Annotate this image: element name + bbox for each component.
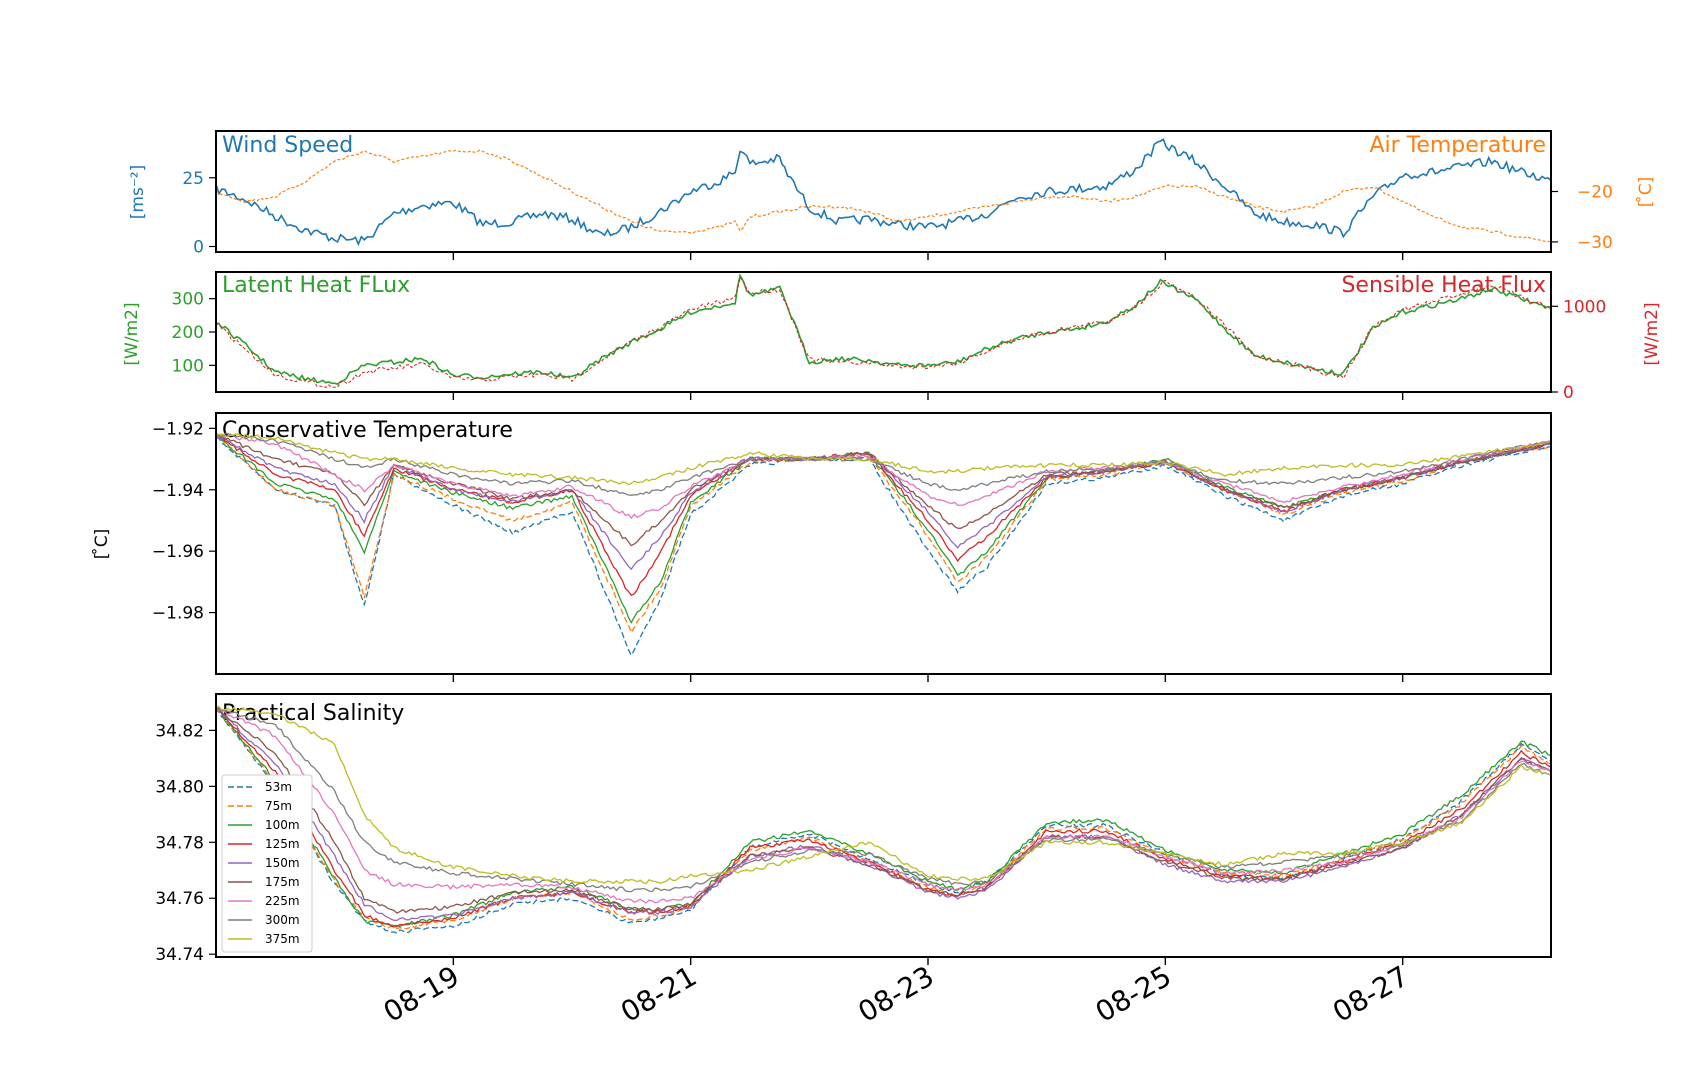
- temperature-line-375m: [216, 433, 1551, 486]
- wind-ytick-label: 25: [182, 169, 204, 189]
- salinity-line-300m: [216, 706, 1551, 893]
- salinity-plot: [216, 705, 1551, 934]
- wind-air-plot: [216, 138, 1551, 247]
- temperature-ytick-label: −1.98: [152, 604, 204, 624]
- x-tick-label: 08-19: [378, 959, 465, 1028]
- wind-speed-line: [216, 138, 1551, 247]
- air-ytick-label: −20: [1577, 183, 1613, 203]
- air-ytick-label: −30: [1577, 233, 1613, 253]
- x-tick-label: 08-27: [1327, 959, 1414, 1028]
- salinity-ytick-label: 34.80: [155, 777, 204, 797]
- x-tick-label: 08-25: [1090, 959, 1177, 1028]
- temperature-ytick-label: −1.92: [152, 419, 204, 439]
- salinity-ytick-label: 34.76: [155, 889, 204, 909]
- legend-label-100m: 100m: [265, 818, 300, 832]
- legend-label-225m: 225m: [265, 894, 300, 908]
- temperature-plot: [216, 432, 1551, 657]
- salinity-line-100m: [216, 705, 1551, 928]
- sensible-heat-flux-line: [216, 276, 1551, 389]
- legend-label-375m: 375m: [265, 932, 300, 946]
- legend-label-300m: 300m: [265, 913, 300, 927]
- latent-heat-flux-line: [216, 273, 1551, 385]
- panel-frame: [215, 693, 1552, 958]
- legend-label-53m: 53m: [265, 780, 292, 794]
- latent-heat-flux-title: Latent Heat FLux: [222, 273, 410, 298]
- legend-label-175m: 175m: [265, 875, 300, 889]
- salinity-line-375m: [216, 706, 1551, 885]
- legend-box: [221, 774, 313, 953]
- panel-frame: [215, 412, 1552, 675]
- salinity-line-175m: [216, 705, 1551, 914]
- x-tick-label: 08-23: [853, 959, 940, 1028]
- legend: 53m 75m 100m 125m 150m 175m 225m 300m 375m: [221, 774, 313, 953]
- sensible-ytick-label: 1000: [1563, 297, 1606, 317]
- salinity-line-125m: [216, 708, 1551, 928]
- latent-ytick-label: 300: [172, 290, 204, 310]
- temperature-ytick-label: −1.94: [152, 481, 204, 501]
- conservative-temperature-title: Conservative Temperature: [222, 418, 513, 443]
- latent-ytick-label: 200: [172, 323, 204, 343]
- air-temperature-line: [216, 149, 1551, 243]
- temperature-line-53m: [216, 436, 1551, 657]
- practical-salinity-title: Practical Salinity: [222, 701, 404, 726]
- wind-speed-title: Wind Speed: [222, 133, 353, 158]
- salinity-line-53m: [216, 707, 1551, 934]
- wind-ytick-label: 0: [193, 238, 204, 258]
- sensible-ytick-label: 0: [1563, 383, 1574, 403]
- legend-label-125m: 125m: [265, 837, 300, 851]
- temperature-ylabel: [ ̊C]: [91, 529, 112, 560]
- panel-frame: [215, 271, 1552, 393]
- latent-ylabel: [W/m2]: [122, 302, 142, 365]
- salinity-line-75m: [216, 706, 1551, 930]
- sensible-ylabel: [W/m2]: [1642, 302, 1662, 365]
- temperature-line-300m: [216, 432, 1551, 496]
- legend-label-150m: 150m: [265, 856, 300, 870]
- latent-ytick-label: 100: [172, 356, 204, 376]
- salinity-ytick-label: 34.78: [155, 833, 204, 853]
- salinity-line-225m: [216, 708, 1551, 904]
- legend-label-75m: 75m: [265, 799, 292, 813]
- salinity-ytick-label: 34.74: [155, 945, 204, 965]
- air-temperature-title: Air Temperature: [1369, 133, 1546, 158]
- flux-plot: [216, 273, 1551, 389]
- salinity-line-150m: [216, 709, 1551, 922]
- panel-frame: [215, 130, 1552, 253]
- salinity-ytick-label: 34.82: [155, 721, 204, 741]
- temperature-ytick-label: −1.96: [152, 542, 204, 562]
- temperature-line-150m: [216, 433, 1551, 571]
- temperature-line-175m: [216, 432, 1551, 547]
- x-tick-label: 08-21: [615, 959, 702, 1028]
- air-ylabel: [ ̊C]: [1635, 177, 1656, 208]
- temperature-line-125m: [216, 432, 1551, 597]
- wind-ylabel: [ms⁻²]: [128, 165, 148, 219]
